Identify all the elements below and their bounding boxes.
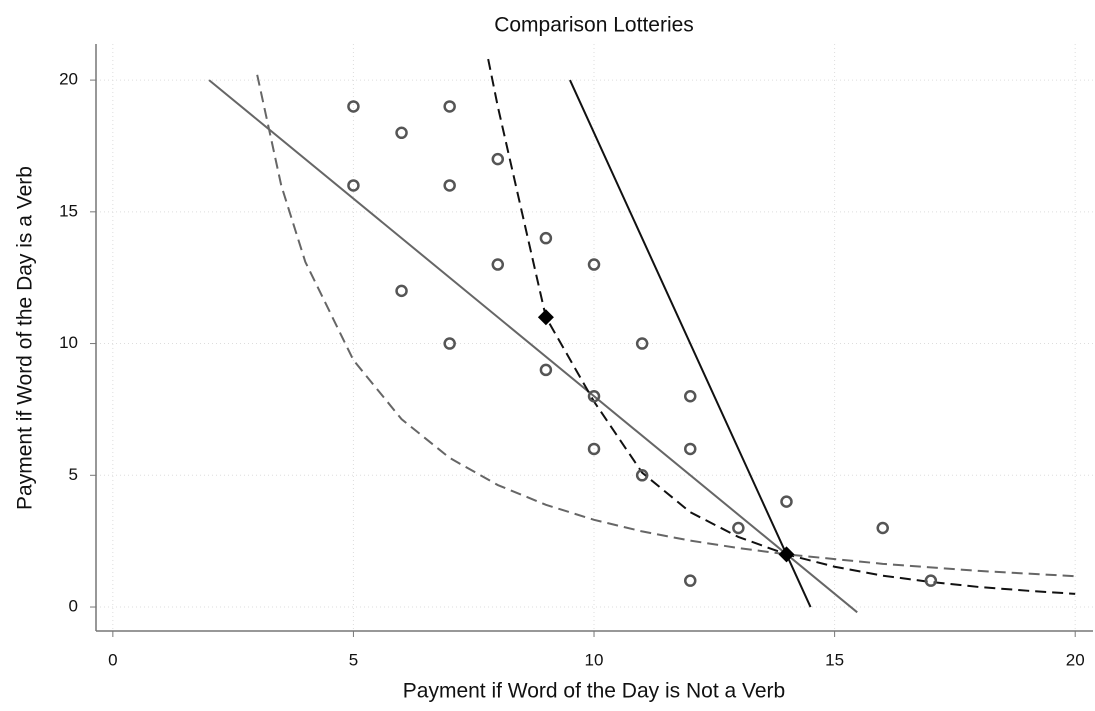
curve — [569, 79, 812, 608]
circle-point — [876, 521, 889, 535]
x-tick-label: 15 — [825, 650, 844, 669]
circle-point — [780, 495, 793, 508]
y-tick-label: 15 — [59, 201, 78, 220]
circle-point — [347, 100, 360, 113]
diamond-point — [778, 546, 795, 563]
x-tick-label: 5 — [349, 650, 358, 669]
circle-point — [732, 521, 745, 535]
chart-title: Comparison Lotteries — [494, 14, 694, 37]
circle-point — [443, 179, 456, 192]
y-tick-label: 10 — [59, 333, 78, 352]
circle-point — [924, 574, 938, 587]
circle-point — [587, 390, 601, 403]
circle-point — [347, 179, 360, 192]
curve — [487, 58, 1076, 595]
y-tick-label: 0 — [69, 597, 78, 616]
circle-point — [684, 574, 697, 587]
curve — [256, 74, 1076, 578]
circle-point — [395, 126, 408, 140]
x-tick-label: 10 — [585, 650, 604, 669]
diamond-point — [537, 309, 554, 326]
circle-point — [491, 258, 505, 271]
circle-point — [443, 100, 456, 113]
y-tick-label: 5 — [69, 465, 78, 484]
y-axis-label: Payment if Word of the Day is a Verb — [14, 166, 37, 510]
circle-point — [635, 337, 649, 350]
x-axis-label: Payment if Word of the Day is Not a Verb — [403, 680, 785, 703]
circle-point — [539, 231, 553, 245]
circle-point — [491, 152, 505, 166]
curve — [208, 79, 858, 614]
circle-point — [587, 258, 601, 271]
circle-point — [684, 442, 697, 456]
circle-point — [587, 442, 601, 456]
circle-point — [539, 363, 553, 377]
circle-point — [684, 390, 697, 403]
y-tick-label: 20 — [59, 70, 78, 89]
x-tick-label: 20 — [1066, 650, 1085, 669]
x-tick-label: 0 — [108, 650, 117, 669]
circle-point — [395, 284, 408, 298]
circle-point — [635, 469, 649, 482]
circle-point — [443, 337, 456, 350]
